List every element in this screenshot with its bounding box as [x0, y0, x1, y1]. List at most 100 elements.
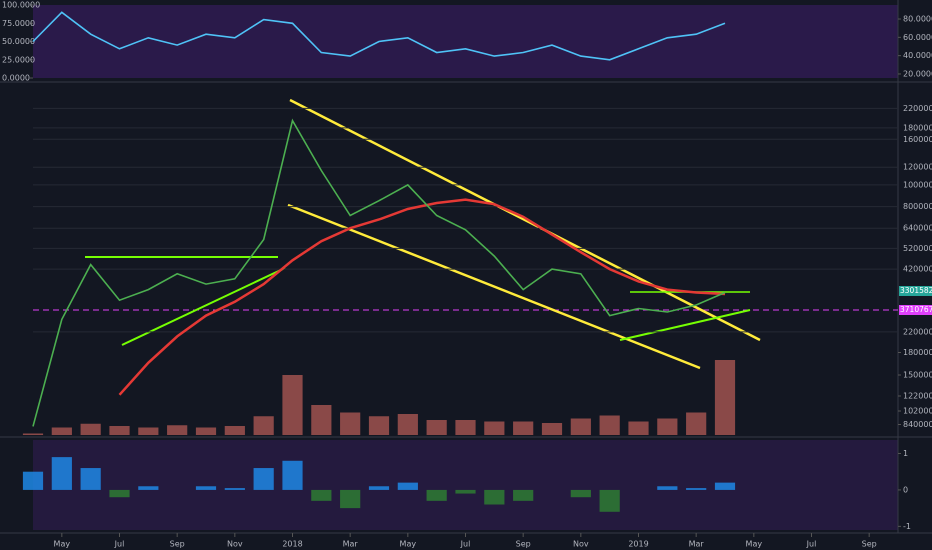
y-tick-label: 8400000000	[903, 420, 932, 429]
y-tick-label: 4200000000	[903, 265, 932, 274]
bar	[513, 489, 534, 501]
y-tick-label: 0	[903, 485, 908, 494]
bar	[455, 420, 476, 435]
bar	[138, 427, 159, 435]
price-line	[32, 118, 726, 427]
y-tick-label: 15000000000	[903, 371, 932, 380]
bar	[311, 489, 332, 501]
bar	[714, 482, 736, 490]
bar	[513, 421, 534, 435]
x-tick-label: Jul	[114, 540, 125, 549]
bar	[686, 412, 707, 435]
y-tick-label: 6400000000	[903, 224, 932, 233]
bar	[368, 486, 390, 490]
bar	[426, 420, 447, 435]
bar	[484, 421, 505, 435]
y-tick-label: 0.0000	[2, 74, 30, 83]
bar	[657, 486, 678, 490]
y-tick-label: 100.0000	[2, 1, 40, 10]
y-tick-label: 1	[903, 449, 908, 458]
y-tick-label: 10000000000	[903, 180, 932, 189]
bar	[282, 460, 303, 490]
y-tick-label: 16000000000	[903, 135, 932, 144]
y-tick-label: 75.0000	[2, 19, 35, 28]
bar	[282, 375, 303, 435]
bar	[109, 426, 130, 435]
x-tick-label: Jul	[460, 540, 471, 549]
x-tick-label: May	[400, 540, 417, 549]
bar	[570, 418, 591, 435]
y-tick-label: 22000000000	[903, 104, 932, 113]
bar	[397, 414, 418, 435]
ma-line	[118, 198, 726, 396]
x-tick-label: Sep	[516, 540, 531, 549]
bar	[599, 489, 620, 512]
bar	[80, 423, 101, 435]
bar	[195, 486, 217, 490]
price-tag	[899, 305, 932, 315]
y-tick-label: 12000000000	[903, 163, 932, 172]
bar	[311, 405, 332, 435]
price-line	[32, 11, 726, 61]
bar	[80, 468, 101, 490]
y-tick-label: 12200000000	[903, 392, 932, 401]
y2-tick-label: 40.0000	[903, 51, 932, 60]
bar	[51, 427, 72, 435]
y-tick-label: 25.0000	[2, 55, 35, 64]
bar	[253, 468, 274, 490]
rsi-band	[33, 5, 898, 78]
bar	[167, 425, 188, 435]
x-tick-label: Sep	[862, 540, 877, 549]
bar	[397, 482, 418, 490]
bar	[109, 489, 130, 498]
bar	[368, 416, 390, 435]
y-tick-label: 5200000000	[903, 244, 932, 253]
y-tick-label: 8000000000	[903, 202, 932, 211]
trend-line	[619, 309, 751, 341]
bar	[22, 471, 44, 490]
x-tick-label: 2018	[282, 540, 302, 549]
y2-tick-label: 80.0000	[903, 15, 932, 24]
bar	[224, 426, 245, 435]
bar	[22, 433, 44, 435]
y-tick-label: 2200000000	[903, 327, 932, 336]
y2-tick-label: 20.0000	[903, 69, 932, 78]
y-tick-label: 50.0000	[2, 37, 35, 46]
x-tick-label: Mar	[689, 540, 705, 549]
bar	[51, 457, 72, 490]
y-tick-label: -1	[903, 522, 911, 531]
bar	[340, 489, 361, 509]
bar	[570, 489, 591, 498]
bar	[138, 486, 159, 490]
y2-tick-label: 60.0000	[903, 33, 932, 42]
bar	[340, 412, 361, 435]
y-tick-label: 10200000000	[903, 407, 932, 416]
bar	[484, 489, 505, 505]
y-tick-label: 18000000000	[903, 123, 932, 132]
bar	[455, 489, 476, 494]
x-tick-label: Nov	[227, 540, 243, 549]
price-tag-label: 3301582570	[900, 286, 932, 295]
bar	[224, 488, 245, 490]
x-tick-label: Nov	[573, 540, 589, 549]
bar	[253, 416, 274, 435]
bar	[599, 415, 620, 435]
x-tick-label: Mar	[343, 540, 359, 549]
trend-line	[287, 203, 701, 370]
price-tag-label: 3710767942	[900, 305, 932, 314]
price-tag	[899, 286, 932, 296]
bar	[714, 360, 736, 435]
x-tick-label: Sep	[170, 540, 185, 549]
x-tick-label: May	[746, 540, 763, 549]
bar	[686, 488, 707, 490]
bar	[541, 423, 563, 435]
x-tick-label: Jul	[806, 540, 817, 549]
trend-line	[289, 98, 761, 342]
bar	[195, 427, 217, 435]
x-tick-label: 2019	[628, 540, 648, 549]
bar	[657, 418, 678, 435]
osc-band	[33, 440, 898, 530]
x-tick-label: May	[54, 540, 71, 549]
y-tick-label: 18000000000	[903, 348, 932, 357]
